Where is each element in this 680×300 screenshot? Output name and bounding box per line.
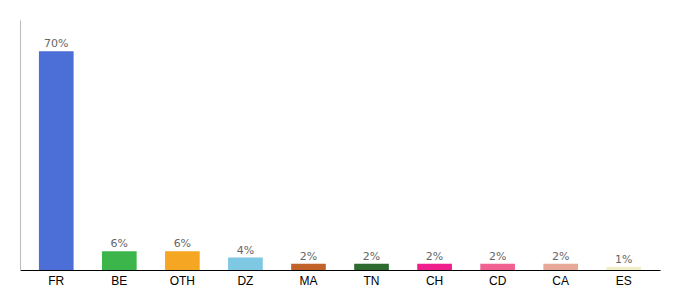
data-label: 2% (300, 250, 317, 263)
plot: FR BE OTH DZ MA TN CH CD CA ES 70% 6% 6% 4% 2% 2% 2% 2% 2%… (21, 21, 661, 288)
x-tick: BE (111, 274, 127, 288)
x-tick-label: CH (426, 274, 443, 288)
data-label: 4% (237, 244, 254, 257)
bar (480, 264, 515, 270)
chart: FR BE OTH DZ MA TN CH CD CA ES 70% 6% 6% 4% 2% 2% 2% 2% 2%… (0, 0, 680, 300)
x-tick: CA (552, 274, 569, 288)
bar (417, 264, 452, 270)
x-tick: MA (299, 274, 317, 288)
x-tick-label: CA (552, 274, 569, 288)
data-label: 6% (174, 237, 191, 250)
x-tick: CH (426, 274, 443, 288)
x-tick-label: OTH (170, 274, 195, 288)
bar (102, 251, 137, 270)
y-axis-line (20, 21, 21, 271)
x-tick-label: MA (299, 274, 317, 288)
data-label: 2% (426, 250, 443, 263)
chart-container: FR BE OTH DZ MA TN CH CD CA ES 70% 6% 6% 4% 2% 2% 2% 2% 2%… (0, 0, 680, 300)
bar (606, 267, 641, 270)
y-axis (20, 21, 21, 271)
data-label: 2% (489, 250, 506, 263)
bar (228, 258, 263, 271)
data-label: 1% (615, 253, 632, 266)
data-label: 2% (363, 250, 380, 263)
bars (39, 51, 641, 270)
bar (291, 264, 326, 270)
x-tick-label: CD (489, 274, 507, 288)
x-tick-label: FR (48, 274, 64, 288)
data-labels: 70% 6% 6% 4% 2% 2% 2% 2% 2% 1% (44, 37, 632, 266)
data-label: 2% (552, 250, 569, 263)
bar (165, 251, 200, 270)
x-tick: CD (489, 274, 507, 288)
x-tick-label: BE (111, 274, 127, 288)
x-tick-label: ES (616, 274, 632, 288)
bar (354, 264, 389, 270)
data-label: 6% (111, 237, 128, 250)
x-tick-label: TN (364, 274, 380, 288)
x-tick: ES (616, 274, 632, 288)
bar (543, 264, 578, 270)
x-tick-label: DZ (237, 274, 253, 288)
x-tick: OTH (170, 274, 195, 288)
x-tick: TN (364, 274, 380, 288)
x-axis: FR BE OTH DZ MA TN CH CD CA ES (21, 271, 661, 288)
bar (39, 51, 74, 270)
x-tick: DZ (237, 274, 253, 288)
x-axis-line (21, 270, 661, 271)
x-tick: FR (48, 274, 64, 288)
data-label: 70% (44, 37, 68, 50)
